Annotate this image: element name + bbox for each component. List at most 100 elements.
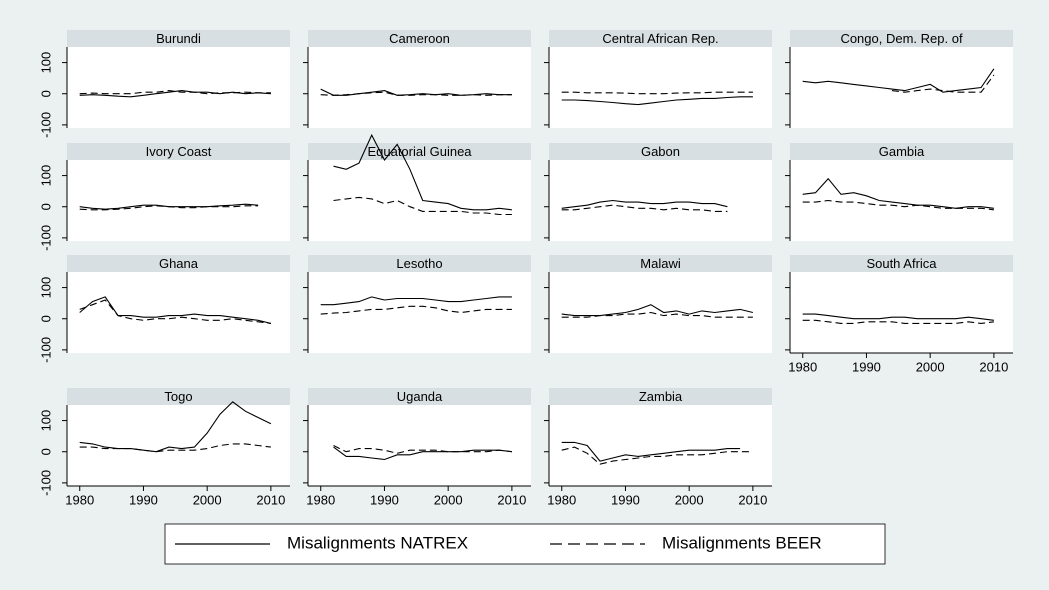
plot-area: [549, 272, 772, 353]
plot-area: [790, 160, 1013, 241]
y-tick-label: -100: [38, 470, 53, 496]
series-line: [320, 296, 512, 306]
panel-header: [549, 30, 772, 47]
x-tick-label: 1990: [611, 492, 640, 507]
panel-header: [549, 388, 772, 405]
y-tick-label: 0: [38, 315, 53, 322]
y-tick-label: -100: [38, 225, 53, 251]
series-line: [320, 305, 512, 315]
x-tick-label: 2010: [738, 492, 767, 507]
series-line: [79, 90, 271, 95]
y-tick-label: -100: [38, 112, 53, 138]
panel-title: Zambia: [639, 389, 683, 404]
panel-header: [67, 30, 290, 47]
y-tick-label: 0: [38, 203, 53, 210]
series-line: [79, 443, 271, 453]
x-tick-label: 2000: [916, 359, 945, 374]
panel-header: [67, 143, 290, 160]
series-line: [561, 91, 753, 95]
plot-area: [67, 272, 290, 353]
series-line: [561, 204, 728, 212]
panel-title: Congo, Dem. Rep. of: [840, 31, 963, 46]
series-line: [802, 199, 994, 211]
y-tick-label: -100: [38, 337, 53, 363]
panel-header: [790, 30, 1013, 47]
series-line: [802, 68, 995, 93]
panel-title: Lesotho: [396, 256, 442, 271]
series-line: [891, 74, 995, 93]
series-line: [320, 91, 512, 96]
x-tick-label: 1990: [370, 492, 399, 507]
plot-area: [308, 160, 531, 241]
plot-area: [549, 160, 772, 241]
y-tick-label: 0: [38, 90, 53, 97]
x-tick-label: 2010: [979, 359, 1008, 374]
x-tick-label: 1980: [306, 492, 335, 507]
x-tick-label: 1980: [65, 492, 94, 507]
plot-area: [790, 272, 1013, 353]
plot-area: [308, 405, 531, 486]
series-line: [79, 401, 272, 453]
panel-title: Central African Rep.: [602, 31, 718, 46]
panel-title: Ghana: [159, 256, 199, 271]
series-line: [561, 199, 728, 209]
legend-box: [164, 523, 886, 565]
series-line: [333, 445, 512, 454]
y-tick-label: 0: [38, 448, 53, 455]
plot-area: [67, 47, 290, 128]
series-line: [802, 177, 994, 209]
series-line: [561, 446, 753, 465]
x-tick-label: 1990: [129, 492, 158, 507]
legend-label: Misalignments NATREX: [287, 533, 468, 552]
series-line: [333, 133, 512, 211]
series-line: [561, 96, 753, 106]
plot-area: [790, 47, 1013, 128]
y-tick-label: 100: [38, 410, 53, 432]
panel-header: [549, 143, 772, 160]
series-line: [561, 441, 741, 462]
series-line: [333, 446, 512, 461]
series-line: [79, 205, 259, 211]
x-tick-label: 2000: [434, 492, 463, 507]
y-tick-label: 100: [38, 277, 53, 299]
series-line: [79, 299, 271, 324]
y-tick-label: 100: [38, 52, 53, 74]
panel-title: Gambia: [879, 144, 925, 159]
x-tick-label: 2010: [256, 492, 285, 507]
x-tick-label: 1990: [852, 359, 881, 374]
y-tick-label: 100: [38, 165, 53, 187]
panel-title: Malawi: [640, 256, 681, 271]
panel-header: [67, 255, 290, 272]
series-line: [802, 313, 994, 321]
plot-area: [308, 47, 531, 128]
plot-area: [549, 405, 772, 486]
x-tick-label: 2000: [193, 492, 222, 507]
series-line: [333, 196, 512, 216]
plot-area: [67, 405, 290, 486]
panel-header: [790, 143, 1013, 160]
series-line: [79, 296, 272, 324]
plot-area: [67, 160, 290, 241]
plot-area: [549, 47, 772, 128]
x-tick-label: 1980: [788, 359, 817, 374]
panel-title: Uganda: [397, 389, 443, 404]
panel-title: Gabon: [641, 144, 680, 159]
panel-header: [549, 255, 772, 272]
x-tick-label: 2000: [675, 492, 704, 507]
series-line: [802, 319, 994, 324]
panel-title: Burundi: [156, 31, 201, 46]
series-line: [561, 311, 753, 318]
panel-title: Togo: [164, 389, 192, 404]
panel-header: [67, 388, 290, 405]
series-line: [320, 88, 512, 96]
x-tick-label: 1980: [547, 492, 576, 507]
legend-label: Misalignments BEER: [662, 533, 822, 552]
panel-header: [790, 255, 1013, 272]
plot-area: [308, 272, 531, 353]
x-tick-label: 2010: [497, 492, 526, 507]
panel-header: [308, 30, 531, 47]
panel-title: Equatorial Guinea: [367, 144, 472, 159]
panel-header: [308, 255, 531, 272]
panel-header: [308, 143, 531, 160]
